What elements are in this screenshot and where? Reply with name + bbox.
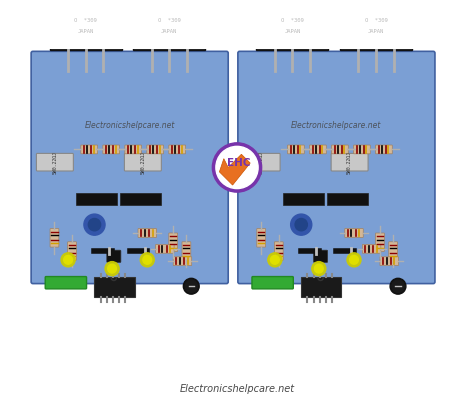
Circle shape xyxy=(295,218,307,231)
Text: 5W0.22ΩJ: 5W0.22ΩJ xyxy=(259,151,264,174)
FancyBboxPatch shape xyxy=(345,228,363,237)
Text: 2SC5200: 2SC5200 xyxy=(153,4,185,14)
Circle shape xyxy=(143,256,152,264)
FancyBboxPatch shape xyxy=(256,0,328,49)
FancyBboxPatch shape xyxy=(238,51,435,284)
Circle shape xyxy=(108,264,117,273)
FancyBboxPatch shape xyxy=(327,194,368,205)
FancyBboxPatch shape xyxy=(257,228,265,247)
FancyBboxPatch shape xyxy=(147,145,164,154)
FancyBboxPatch shape xyxy=(182,242,191,260)
Circle shape xyxy=(140,253,155,267)
Circle shape xyxy=(84,214,105,235)
FancyBboxPatch shape xyxy=(274,242,283,260)
FancyBboxPatch shape xyxy=(173,257,191,266)
Circle shape xyxy=(291,214,312,235)
Circle shape xyxy=(64,256,73,264)
Circle shape xyxy=(185,280,197,292)
Text: O  *309: O *309 xyxy=(281,18,304,23)
FancyBboxPatch shape xyxy=(375,145,392,154)
FancyBboxPatch shape xyxy=(389,242,398,260)
FancyBboxPatch shape xyxy=(301,277,341,297)
FancyBboxPatch shape xyxy=(169,145,185,154)
Text: O  *309: O *309 xyxy=(365,18,387,23)
Circle shape xyxy=(216,146,258,189)
Text: O  *309: O *309 xyxy=(158,18,181,23)
FancyBboxPatch shape xyxy=(313,250,328,262)
Circle shape xyxy=(390,278,406,294)
FancyBboxPatch shape xyxy=(354,145,370,154)
Circle shape xyxy=(183,278,199,294)
FancyBboxPatch shape xyxy=(362,245,381,253)
Circle shape xyxy=(392,280,404,292)
FancyBboxPatch shape xyxy=(81,145,98,154)
Polygon shape xyxy=(219,154,250,185)
Text: JAPAN: JAPAN xyxy=(368,29,384,34)
Text: 5W0.22ΩJ: 5W0.22ΩJ xyxy=(347,151,352,174)
Text: 2SA1943: 2SA1943 xyxy=(276,4,309,14)
FancyBboxPatch shape xyxy=(340,0,412,49)
FancyBboxPatch shape xyxy=(288,145,304,154)
Text: JAPAN: JAPAN xyxy=(284,29,301,34)
Circle shape xyxy=(105,262,119,276)
FancyBboxPatch shape xyxy=(103,145,119,154)
FancyBboxPatch shape xyxy=(375,233,384,252)
FancyBboxPatch shape xyxy=(310,145,326,154)
FancyBboxPatch shape xyxy=(107,250,121,262)
FancyBboxPatch shape xyxy=(155,245,174,253)
FancyBboxPatch shape xyxy=(332,145,348,154)
FancyBboxPatch shape xyxy=(36,153,73,171)
FancyBboxPatch shape xyxy=(50,228,59,247)
FancyBboxPatch shape xyxy=(133,0,205,49)
Text: JAPAN: JAPAN xyxy=(78,29,94,34)
FancyBboxPatch shape xyxy=(76,194,117,205)
FancyBboxPatch shape xyxy=(138,228,156,237)
FancyBboxPatch shape xyxy=(31,51,228,284)
Circle shape xyxy=(271,256,279,264)
Circle shape xyxy=(314,264,323,273)
Circle shape xyxy=(350,256,358,264)
Text: EHC: EHC xyxy=(227,158,251,168)
Text: Electronicshelpcare.net: Electronicshelpcare.net xyxy=(180,384,294,394)
Circle shape xyxy=(88,218,100,231)
Text: JAPAN: JAPAN xyxy=(161,29,177,34)
FancyBboxPatch shape xyxy=(283,194,324,205)
Circle shape xyxy=(347,253,361,267)
FancyBboxPatch shape xyxy=(243,153,280,171)
FancyBboxPatch shape xyxy=(125,145,142,154)
FancyBboxPatch shape xyxy=(68,242,76,260)
FancyBboxPatch shape xyxy=(50,0,122,49)
Text: Electronicshelpcare.net: Electronicshelpcare.net xyxy=(84,121,175,130)
FancyBboxPatch shape xyxy=(124,153,161,171)
FancyBboxPatch shape xyxy=(252,277,293,289)
Text: 5W0.22ΩJ: 5W0.22ΩJ xyxy=(140,151,146,174)
FancyBboxPatch shape xyxy=(169,233,178,252)
FancyBboxPatch shape xyxy=(94,277,135,297)
FancyBboxPatch shape xyxy=(120,194,161,205)
Circle shape xyxy=(61,253,75,267)
Text: O  *309: O *309 xyxy=(74,18,97,23)
FancyBboxPatch shape xyxy=(331,153,368,171)
Text: 2SC5200: 2SC5200 xyxy=(360,4,392,14)
Circle shape xyxy=(312,262,326,276)
Circle shape xyxy=(212,143,262,192)
FancyBboxPatch shape xyxy=(380,257,399,266)
Text: 2SA1943: 2SA1943 xyxy=(70,4,102,14)
Text: 5W0.22ΩJ: 5W0.22ΩJ xyxy=(53,151,57,174)
Circle shape xyxy=(268,253,282,267)
Text: Electronicshelpcare.net: Electronicshelpcare.net xyxy=(291,121,382,130)
FancyBboxPatch shape xyxy=(45,277,87,289)
